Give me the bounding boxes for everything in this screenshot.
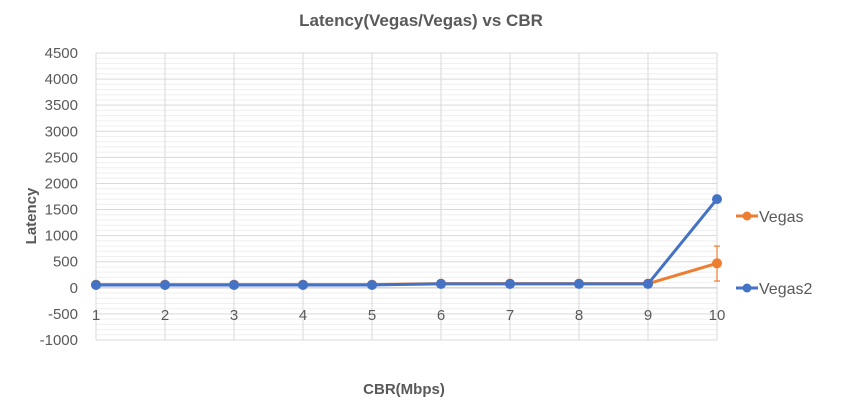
- data-point-vegas2: [643, 278, 653, 289]
- chart-title: Latency(Vegas/Vegas) vs CBR: [299, 11, 543, 30]
- data-point-vegas2: [91, 279, 101, 290]
- x-tick-label: 4: [299, 307, 307, 324]
- data-point-vegas2: [229, 279, 239, 290]
- x-tick-label: 6: [437, 307, 445, 324]
- series-line-vegas2: [96, 198, 719, 287]
- data-point-vegas2: [505, 278, 515, 289]
- x-tick-label: 8: [575, 307, 583, 324]
- data-point-vegas2: [574, 278, 584, 289]
- series-lines: [91, 194, 722, 290]
- x-tick-label: 2: [161, 307, 169, 324]
- legend-label: Vegas2: [759, 281, 812, 298]
- data-point-vegas2: [712, 194, 722, 205]
- y-tick-label: 2000: [45, 175, 78, 192]
- y-tick-label: 500: [53, 254, 78, 271]
- data-point-vegas2: [160, 279, 170, 290]
- legend-swatch-marker: [742, 211, 752, 221]
- y-tick-label: -500: [48, 306, 78, 323]
- y-tick-label: 3500: [45, 97, 78, 114]
- x-tick-label: 9: [644, 307, 652, 324]
- data-point-vegas2: [436, 278, 446, 289]
- x-tick-label: 5: [368, 307, 376, 324]
- y-tick-label: 4500: [45, 45, 78, 62]
- x-tick-label: 3: [230, 307, 238, 324]
- y-axis-title: Latency: [23, 187, 40, 244]
- x-tick-label: 10: [709, 307, 726, 324]
- y-tick-label: 4000: [45, 71, 78, 88]
- data-point-vegas2: [367, 279, 377, 290]
- legend-label: Vegas: [759, 209, 803, 226]
- data-point-vegas2: [298, 279, 308, 290]
- gridlines: [95, 52, 718, 341]
- y-tick-label: 1000: [45, 228, 78, 245]
- y-tick-label: 2500: [45, 149, 78, 166]
- y-tick-label: -1000: [40, 332, 78, 349]
- legend: Vegas Vegas2: [736, 209, 812, 298]
- y-axis-ticks: 4500 4000 3500 3000 2500 2000 1500 1000 500 0 -500…: [40, 45, 78, 349]
- x-tick-label: 7: [506, 307, 514, 324]
- x-axis-title: CBR(Mbps): [363, 381, 445, 398]
- data-point-vegas: [712, 258, 722, 269]
- y-tick-label: 3000: [45, 123, 78, 140]
- x-axis-ticks: 1 2 3 4 5 6 7 8 9 10: [92, 307, 726, 324]
- legend-swatch-marker: [742, 283, 752, 293]
- x-tick-label: 1: [92, 307, 100, 324]
- y-tick-label: 1500: [45, 202, 78, 219]
- y-tick-label: 0: [70, 280, 78, 297]
